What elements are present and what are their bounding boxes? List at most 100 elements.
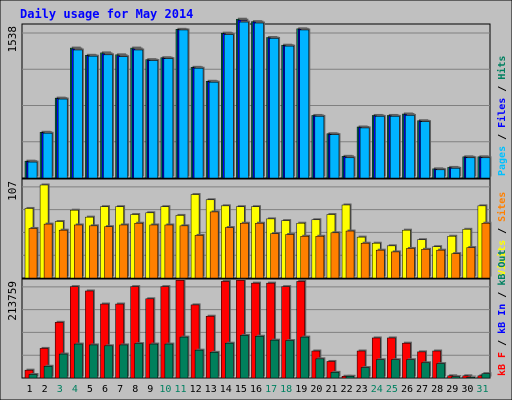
bar-sites	[89, 225, 98, 279]
bar-sites	[104, 226, 113, 279]
bar-kb-out	[194, 349, 204, 379]
bar-pages	[314, 116, 325, 179]
x-tick-label: 8	[132, 384, 138, 395]
x-tick-label: 25	[386, 384, 398, 395]
bar-sites	[451, 253, 460, 279]
bar-sites	[209, 211, 219, 279]
bar-sites	[391, 251, 400, 279]
bar-kb-out	[270, 339, 279, 379]
bar-pages	[254, 22, 264, 179]
x-tick-label: 5	[87, 384, 93, 395]
x-tick-label: 14	[220, 384, 232, 395]
bar-sites	[360, 242, 370, 279]
bar-sites	[481, 222, 491, 279]
bar-pages	[405, 115, 415, 179]
bar-kb-out	[391, 359, 400, 379]
bar-kb-out-shadow	[347, 374, 356, 377]
legend-separator: /	[497, 222, 508, 240]
bar-pages	[374, 116, 385, 179]
bar-kb-out	[345, 376, 355, 379]
bar-sites	[270, 233, 279, 279]
panel-legend-kbytes: kB F / kB In / kB Out	[497, 250, 508, 376]
panel-legend-visits: Visits / Sites	[496, 192, 508, 276]
legend-entry: Files	[496, 98, 508, 128]
bar-sites	[421, 249, 430, 279]
bar-kb-out	[209, 352, 219, 379]
bar-pages	[269, 38, 279, 179]
x-tick-label: 10	[159, 384, 171, 395]
panel-visits: 107 Visits / Sites	[6, 178, 508, 279]
bar-kb-out	[330, 372, 340, 379]
legend-entry: Visits	[496, 240, 508, 276]
bar-kb-out	[28, 374, 38, 379]
x-tick-label: 26	[401, 384, 413, 395]
bar-kb-out	[164, 343, 174, 379]
bar-kb-out	[240, 335, 249, 379]
bar-sites	[406, 248, 415, 279]
bar-pages	[73, 49, 83, 179]
x-tick-label: 28	[431, 384, 443, 395]
bar-pages	[329, 134, 340, 179]
legend-separator: /	[497, 334, 508, 352]
legend-entry: kB Out	[497, 250, 508, 286]
bar-kb-out	[74, 343, 83, 379]
bar-sites	[255, 222, 264, 279]
bar-pages	[178, 29, 189, 179]
panel-max-label-visits: 107	[6, 181, 19, 201]
legend-separator: /	[497, 80, 508, 98]
panel-hits: 1538 Pages / Files / Hits	[6, 17, 508, 179]
bar-pages	[193, 68, 204, 179]
x-tick-label: 3	[57, 384, 63, 395]
x-tick-label: 24	[371, 384, 383, 395]
bar-kb-out	[406, 359, 415, 379]
bar-kb-out	[360, 367, 370, 379]
bar-kb-out	[43, 366, 53, 379]
bar-pages	[88, 56, 98, 179]
x-tick-label: 11	[174, 384, 186, 395]
bar-kb-out	[375, 359, 385, 379]
x-tick-label: 1	[27, 384, 33, 395]
bar-pages	[284, 45, 294, 179]
bar-pages	[239, 21, 249, 179]
chart-panels: 1538 Pages / Files / Hits 107 Visits / Site…	[6, 17, 508, 379]
bar-kb-out	[285, 340, 294, 379]
x-tick-label: 13	[205, 384, 217, 395]
x-tick-label: 16	[250, 384, 262, 395]
bar-pages	[359, 127, 370, 179]
bar-sites	[43, 223, 53, 279]
bar-sites	[315, 236, 325, 279]
bar-pages	[208, 82, 219, 179]
legend-entry: Hits	[496, 56, 508, 80]
bar-sites	[240, 222, 249, 279]
bar-sites	[345, 230, 355, 279]
x-tick-label: 31	[476, 384, 488, 395]
bar-pages	[420, 121, 430, 179]
bar-kb-out	[119, 344, 128, 379]
bar-sites	[134, 222, 143, 279]
bar-sites	[179, 225, 189, 279]
bar-sites	[225, 227, 234, 279]
x-tick-label: 15	[235, 384, 247, 395]
bar-pages	[390, 116, 400, 179]
bar-kb-out	[481, 373, 491, 379]
chart-title: Daily usage for May 2014	[20, 7, 193, 21]
bar-kb-out	[179, 336, 189, 379]
panel-max-label-hits: 1538	[6, 26, 19, 53]
bar-pages	[299, 29, 309, 179]
bar-pages	[148, 60, 159, 179]
x-tick-label: 19	[295, 384, 307, 395]
legend-separator: /	[497, 286, 508, 304]
bar-kb-out	[315, 358, 325, 379]
bar-kb-out	[104, 345, 113, 379]
legend-separator: /	[497, 128, 508, 146]
x-tick-label: 9	[147, 384, 153, 395]
bar-pages	[344, 157, 355, 179]
x-tick-label: 21	[325, 384, 337, 395]
bar-pages	[450, 168, 460, 179]
bar-kb-out	[436, 363, 445, 379]
bar-pages	[118, 56, 128, 179]
bar-sites	[330, 232, 340, 279]
bar-kb-f-shadow	[464, 374, 473, 377]
x-tick-label: 12	[190, 384, 202, 395]
